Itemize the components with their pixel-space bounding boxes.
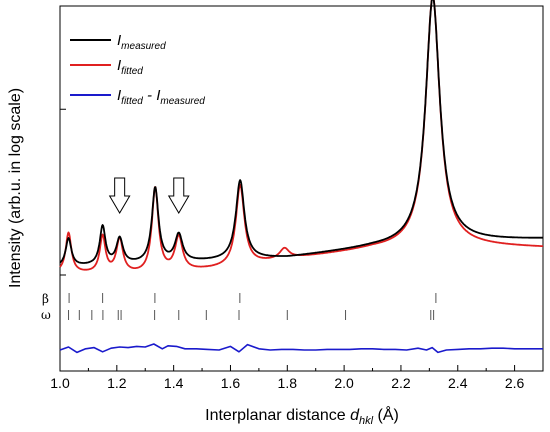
x-axis-title: Interplanar distance dhkl (Å) xyxy=(205,405,399,427)
legend-label-measured-main: I xyxy=(117,32,121,49)
x-tick-label: 1.2 xyxy=(107,375,127,391)
x-tick-label: 2.0 xyxy=(334,375,354,391)
legend-label-residual-main2: I xyxy=(156,87,160,104)
x-axis-title-symbol: d xyxy=(350,407,360,424)
peak-arrow-annotation xyxy=(167,177,190,214)
series-measured-line xyxy=(59,0,544,264)
x-tick-label: 1.4 xyxy=(164,375,184,391)
x-axis-title-text: Interplanar distance xyxy=(205,407,350,424)
y-axis-title: Intensity (arb.u. in log scale) xyxy=(7,88,24,288)
chart-marks: 1.0 1.2 1.4 1.6 1.8 2.0 2.2 2.4 2.6 xyxy=(50,0,544,391)
legend-label-residual: Ifitted - Imeasured xyxy=(117,87,205,107)
legend-label-residual-sub: fitted xyxy=(121,96,143,107)
legend-label-measured-sub: measured xyxy=(121,41,166,52)
x-axis-title-subscript: hkl xyxy=(359,415,374,427)
x-tick-label: 2.6 xyxy=(505,375,525,391)
legend-label-residual-main: I xyxy=(117,87,121,104)
legend-label-measured: Imeasured xyxy=(117,32,166,52)
phase-label-omega: ω xyxy=(41,308,51,322)
legend-label-fitted-sub: fitted xyxy=(121,66,143,77)
x-tick-label: 2.4 xyxy=(448,375,468,391)
peak-arrow-annotation xyxy=(108,177,131,214)
series-residual-line xyxy=(59,343,543,354)
legend-label-residual-sub2: measured xyxy=(160,96,205,107)
legend-label-residual-joiner: - xyxy=(143,87,156,104)
legend-label-fitted: Ifitted xyxy=(117,57,143,77)
x-tick-label: 2.2 xyxy=(391,375,411,391)
x-tick-label: 1.6 xyxy=(221,375,241,391)
legend: Imeasured Ifitted Ifitted - Imeasured xyxy=(70,32,205,107)
phase-label-beta: β xyxy=(42,292,49,306)
legend-label-fitted-main: I xyxy=(117,57,121,74)
x-axis-title-unit: (Å) xyxy=(373,405,399,424)
plot-frame xyxy=(59,5,544,372)
x-tick-label: 1.0 xyxy=(50,375,70,391)
x-tick-label: 1.8 xyxy=(278,375,298,391)
